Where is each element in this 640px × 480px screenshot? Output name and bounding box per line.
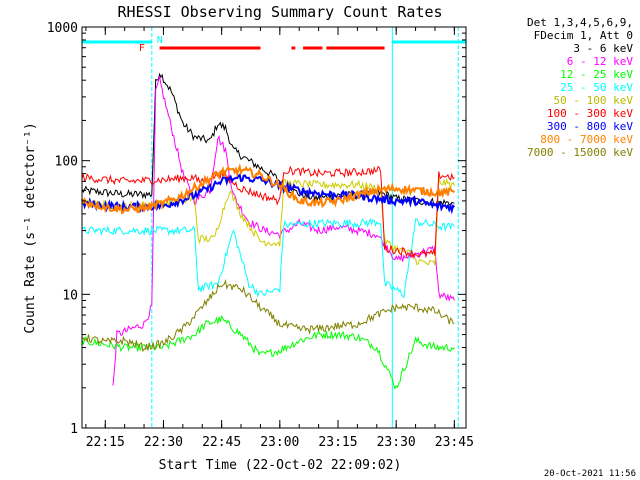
x-tick-label: 22:30 xyxy=(144,435,183,450)
series-line xyxy=(81,278,455,353)
series-line xyxy=(81,218,455,299)
y-tick-label: 1 xyxy=(70,422,78,437)
legend-entry: 25 - 50 keV xyxy=(560,81,633,94)
y-axis-label: Count Rate (s⁻¹ detector⁻¹) xyxy=(23,122,38,333)
axes: 1 10 100 1000 22:15 22:30 22:45 23:00 23:15 23:30… xyxy=(47,21,474,450)
x-tick-label: 23:15 xyxy=(318,435,357,450)
legend-entry: 7000 - 15000 keV xyxy=(527,146,633,159)
plot-area xyxy=(81,72,456,390)
legend-header: Det 1,3,4,5,6,9, xyxy=(527,16,633,29)
plot-frame xyxy=(81,26,467,429)
series-line xyxy=(81,314,455,390)
timestamp: 20-Oct-2021 11:56 xyxy=(544,469,636,479)
y-tick-label: 100 xyxy=(55,155,78,170)
x-tick-label: 22:45 xyxy=(202,435,241,450)
legend-entry: 3 - 6 keV xyxy=(573,42,633,55)
x-tick-label: 22:15 xyxy=(86,435,125,450)
flag-bars: FN xyxy=(82,27,466,428)
legend-header: FDecim 1, Att 0 xyxy=(534,29,633,42)
legend: Det 1,3,4,5,6,9,FDecim 1, Att 03 - 6 keV… xyxy=(527,16,633,159)
night-flag-label: N xyxy=(157,35,163,46)
flare-flag-label: F xyxy=(139,43,145,54)
x-tick-label: 23:45 xyxy=(435,435,474,450)
legend-entry: 6 - 12 keV xyxy=(567,55,634,68)
legend-entry: 12 - 25 keV xyxy=(560,68,633,81)
legend-entry: 300 - 800 keV xyxy=(547,120,633,133)
legend-entry: 800 - 7000 keV xyxy=(540,133,633,146)
legend-entry: 50 - 100 keV xyxy=(554,94,634,107)
series-line xyxy=(81,165,455,260)
x-tick-label: 23:00 xyxy=(260,435,299,450)
y-tick-label: 1000 xyxy=(47,21,78,36)
x-axis-label: Start Time (22-Oct-02 22:09:02) xyxy=(159,458,402,473)
y-tick-label: 10 xyxy=(62,288,78,303)
chart-title: RHESSI Observing Summary Count Rates xyxy=(117,3,442,21)
legend-entry: 100 - 300 keV xyxy=(547,107,633,120)
series-line xyxy=(81,163,456,215)
x-tick-label: 23:30 xyxy=(377,435,416,450)
